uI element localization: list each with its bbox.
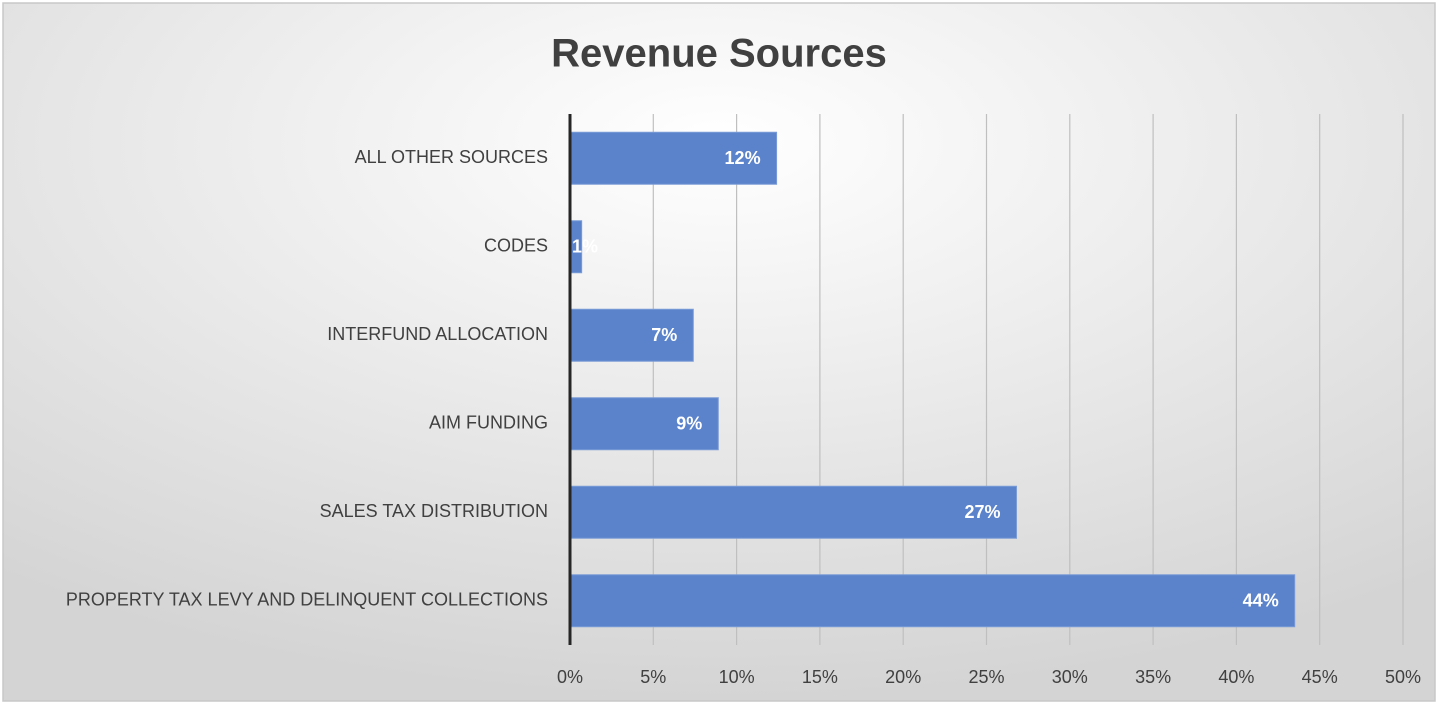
x-tick-label: 40%	[1218, 667, 1254, 687]
x-tick-label: 10%	[719, 667, 755, 687]
chart-title: Revenue Sources	[551, 32, 887, 76]
y-tick-label: INTERFUND ALLOCATION	[327, 324, 548, 344]
bar	[569, 131, 778, 185]
data-label: 12%	[725, 148, 761, 168]
y-tick-label: ALL OTHER SOURCES	[355, 147, 548, 167]
x-tick-label: 45%	[1302, 667, 1338, 687]
data-label: 44%	[1243, 591, 1279, 611]
x-tick-label: 15%	[802, 667, 838, 687]
data-label: 7%	[651, 325, 677, 345]
x-tick-label: 20%	[885, 667, 921, 687]
x-tick-label: 30%	[1052, 667, 1088, 687]
x-tick-label: 0%	[557, 667, 583, 687]
y-tick-label: CODES	[484, 236, 548, 256]
y-tick-label: AIM FUNDING	[429, 413, 548, 433]
data-label: 27%	[964, 502, 1000, 522]
y-tick-label: SALES TAX DISTRIBUTION	[320, 501, 548, 521]
bar	[569, 485, 1017, 539]
y-tick-label: PROPERTY TAX LEVY AND DELINQUENT COLLECT…	[66, 590, 548, 610]
x-tick-label: 50%	[1385, 667, 1421, 687]
data-label: 9%	[676, 414, 702, 434]
x-tick-label: 35%	[1135, 667, 1171, 687]
data-label: 1%	[572, 237, 598, 257]
x-tick-label: 5%	[640, 667, 666, 687]
bar	[569, 574, 1296, 628]
x-tick-label: 25%	[968, 667, 1004, 687]
